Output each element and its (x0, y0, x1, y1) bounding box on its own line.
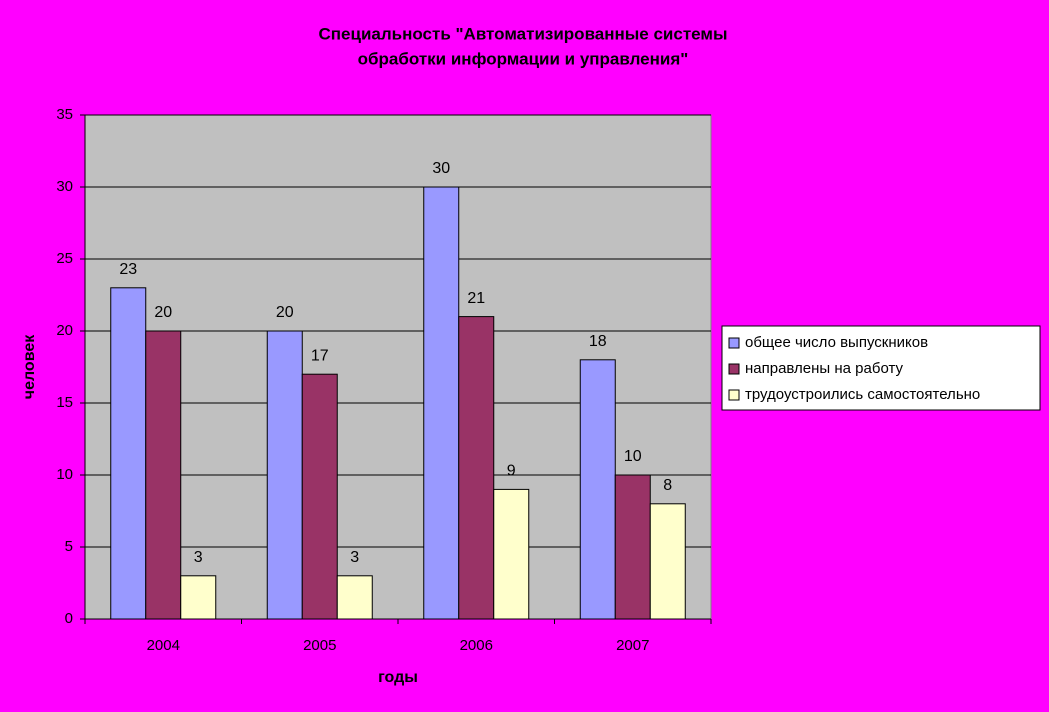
x-tick-label: 2005 (303, 637, 336, 654)
legend-label: общее число выпускников (745, 334, 928, 351)
legend-swatch (728, 389, 740, 401)
bar (336, 575, 373, 620)
legend-label: направлены на работу (745, 360, 904, 377)
y-tick-label: 15 (56, 394, 73, 411)
value-label: 3 (194, 549, 203, 566)
bar (301, 373, 338, 620)
y-tick-label: 5 (65, 538, 73, 555)
y-tick-label: 35 (56, 106, 73, 123)
bar (423, 186, 460, 620)
x-tick-label: 2006 (460, 637, 493, 654)
y-axis-title: человек (21, 334, 38, 399)
bar (110, 287, 147, 620)
y-tick-label: 25 (56, 250, 73, 267)
bar (266, 330, 303, 620)
bar (458, 316, 495, 620)
value-label: 20 (276, 304, 294, 321)
x-axis-title: годы (378, 669, 418, 686)
bar (579, 359, 616, 620)
legend-label: трудоустроились самостоятельно (745, 386, 980, 403)
value-label: 17 (311, 347, 329, 364)
value-label: 3 (350, 549, 359, 566)
value-label: 9 (507, 463, 516, 480)
x-tick-label: 2004 (147, 637, 180, 654)
y-tick-label: 20 (56, 322, 73, 339)
bar (493, 488, 530, 620)
x-tick-label: 2007 (616, 637, 649, 654)
chart-title: Специальность "Автоматизированные систем… (319, 24, 728, 43)
value-label: 10 (624, 448, 642, 465)
legend-swatch (728, 337, 740, 349)
bar (614, 474, 651, 620)
legend-swatch (728, 363, 740, 375)
value-label: 21 (467, 290, 485, 307)
legend-box (721, 325, 1041, 411)
value-label: 18 (589, 333, 607, 350)
bar (649, 503, 686, 620)
value-label: 23 (119, 261, 137, 278)
value-label: 8 (663, 477, 672, 494)
y-tick-label: 10 (56, 466, 73, 483)
chart-title: обработки информации и управления" (358, 49, 689, 68)
y-tick-label: 30 (56, 178, 73, 195)
value-label: 20 (154, 304, 172, 321)
value-label: 30 (432, 160, 450, 177)
bar (145, 330, 182, 620)
y-tick-label: 0 (65, 610, 73, 627)
bar (180, 575, 217, 620)
